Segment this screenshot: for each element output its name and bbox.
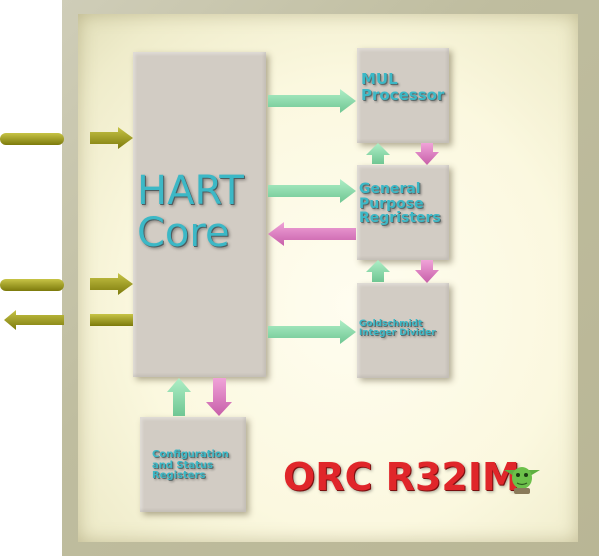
gpr-to-hart-arrow — [268, 222, 356, 246]
hart-output-arrow — [90, 314, 133, 326]
gpr-label: General Purpose Regristers — [359, 181, 441, 227]
brand-title: ORC R32IM — [283, 455, 520, 499]
output-arrow-1 — [4, 310, 64, 330]
hart-to-divider-arrow — [268, 320, 356, 344]
gpr-to-divider-arrow — [415, 260, 439, 283]
mul-to-gpr-arrow — [415, 143, 439, 165]
hart-core-block — [133, 52, 266, 377]
csr-to-hart-arrow — [167, 378, 191, 416]
mul-processor-label: MUL Processor — [361, 70, 445, 104]
yoda-mascot-icon — [504, 467, 540, 494]
hart-to-mul-arrow — [268, 89, 356, 113]
input-arrow-2 — [0, 279, 64, 291]
divider-label: Goldschmidt Integer Divider — [359, 319, 436, 339]
hart-input-arrow-1 — [90, 127, 133, 149]
hart-to-csr-arrow — [206, 378, 232, 416]
mul-processor-block — [357, 48, 449, 143]
hart-input-arrow-2 — [90, 273, 133, 295]
divider-to-gpr-arrow — [366, 260, 390, 282]
hart-to-gpr-arrow — [268, 179, 356, 203]
input-arrow-1 — [0, 133, 64, 145]
csr-block — [140, 417, 246, 512]
divider-block — [357, 283, 449, 378]
gpr-to-mul-arrow — [366, 143, 390, 164]
hart-core-label: HART Core — [137, 168, 244, 256]
gpr-block — [357, 165, 449, 260]
csr-label: Configuration and Status Registers — [152, 449, 229, 481]
